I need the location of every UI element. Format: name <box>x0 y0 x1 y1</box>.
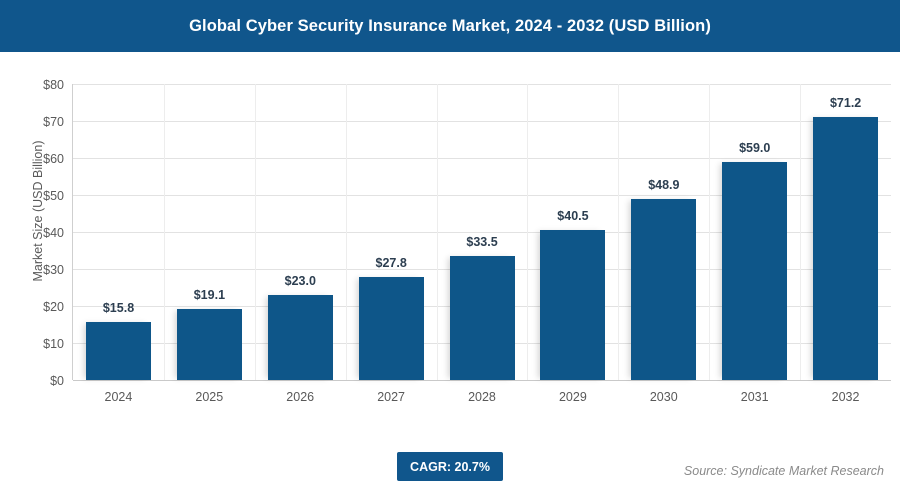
bar-group[interactable]: $33.5 <box>437 84 528 380</box>
x-axis-tick-label: 2025 <box>195 390 224 404</box>
category-separator <box>254 84 256 380</box>
bars-layer: $15.8 $19.1 $23.0 $27.8 $33.5 $40.5 $48.9 $59.0… <box>73 84 891 380</box>
x-axis-tick-label: 2029 <box>558 390 587 404</box>
bar-group[interactable]: $27.8 <box>346 84 437 380</box>
bar-value-label: $48.9 <box>648 178 680 193</box>
y-axis-tick-label: $30 <box>43 263 64 277</box>
bar-group[interactable]: $59.0 <box>709 84 800 380</box>
category-separator <box>800 84 802 380</box>
x-axis-tick-label: 2028 <box>468 390 496 404</box>
bar-value-label: $59.0 <box>739 140 771 155</box>
y-axis-tick-label: $50 <box>43 189 64 203</box>
bar-value-label: $23.0 <box>284 273 316 288</box>
gridline: $70 <box>43 115 891 129</box>
gridline: $0 <box>50 374 891 388</box>
source-note: Source: Syndicate Market Research <box>683 464 884 478</box>
bar[interactable] <box>540 230 606 380</box>
bar-group[interactable]: $40.5 <box>527 84 618 380</box>
bar-value-label: $15.8 <box>102 300 135 315</box>
bar[interactable] <box>358 277 424 380</box>
bar-group[interactable]: $15.8 <box>73 84 164 380</box>
bar[interactable] <box>813 116 879 380</box>
x-axis-tick-label: 2031 <box>740 390 769 404</box>
gridline: $80 <box>43 78 891 92</box>
y-axis-tick-label: $60 <box>43 152 64 166</box>
category-separator <box>618 84 620 380</box>
bar[interactable] <box>267 294 333 380</box>
y-axis-tick-label: $20 <box>43 300 64 314</box>
gridline: $50 <box>43 189 891 203</box>
bar-group[interactable]: $19.1 <box>164 84 255 380</box>
cagr-badge-label: CAGR: 20.7% <box>410 459 490 474</box>
y-axis-tick-label: $40 <box>43 226 64 240</box>
y-axis-title: Market Size (USD Billion) <box>31 140 45 282</box>
bar-value-label: $71.2 <box>829 95 862 110</box>
category-separator <box>163 84 165 380</box>
x-axis-tick-label: 2024 <box>104 390 133 404</box>
bar[interactable] <box>722 161 788 380</box>
plot-wrapper: Market Size (USD Billion) $0 $10 $20 $30 $40… <box>0 52 900 500</box>
bar-value-label: $33.5 <box>466 235 498 250</box>
bar-group[interactable]: $23.0 <box>255 84 346 380</box>
bar-group[interactable]: $48.9 <box>618 84 709 380</box>
plot-area: $0 $10 $20 $30 $40 $50 $60 $70 $80 $15.8 $19.1 $23… <box>43 78 891 404</box>
page-title: Global Cyber Security Insurance Market, … <box>189 16 711 35</box>
x-axis-tick-label: 2030 <box>649 390 678 404</box>
bar[interactable] <box>176 309 242 380</box>
gridline: $60 <box>43 152 891 166</box>
category-separator <box>527 84 529 380</box>
cagr-badge: CAGR: 20.7% <box>397 452 503 481</box>
x-axis-tick-label: 2027 <box>377 390 405 404</box>
bar[interactable] <box>631 199 697 380</box>
bar[interactable] <box>86 321 151 380</box>
y-axis-tick-label: $10 <box>43 337 64 351</box>
x-axis-tick-label: 2026 <box>286 390 315 404</box>
y-axis-tick-label: $70 <box>43 115 64 129</box>
gridline: $40 <box>43 226 891 240</box>
bar-group[interactable]: $71.2 <box>800 84 891 380</box>
category-separator <box>436 84 438 380</box>
category-separator <box>345 84 347 380</box>
y-axis-tick-label: $80 <box>43 78 64 92</box>
chart-title-bar: Global Cyber Security Insurance Market, … <box>0 0 900 52</box>
bar-value-label: $19.1 <box>193 288 226 303</box>
bar[interactable] <box>449 256 515 380</box>
x-axis-tick-label: 2032 <box>831 390 860 404</box>
y-axis-tick-label: $0 <box>50 374 64 388</box>
bar-value-label: $27.8 <box>375 256 407 271</box>
bar-value-label: $40.5 <box>557 209 589 224</box>
category-separator <box>709 84 711 380</box>
